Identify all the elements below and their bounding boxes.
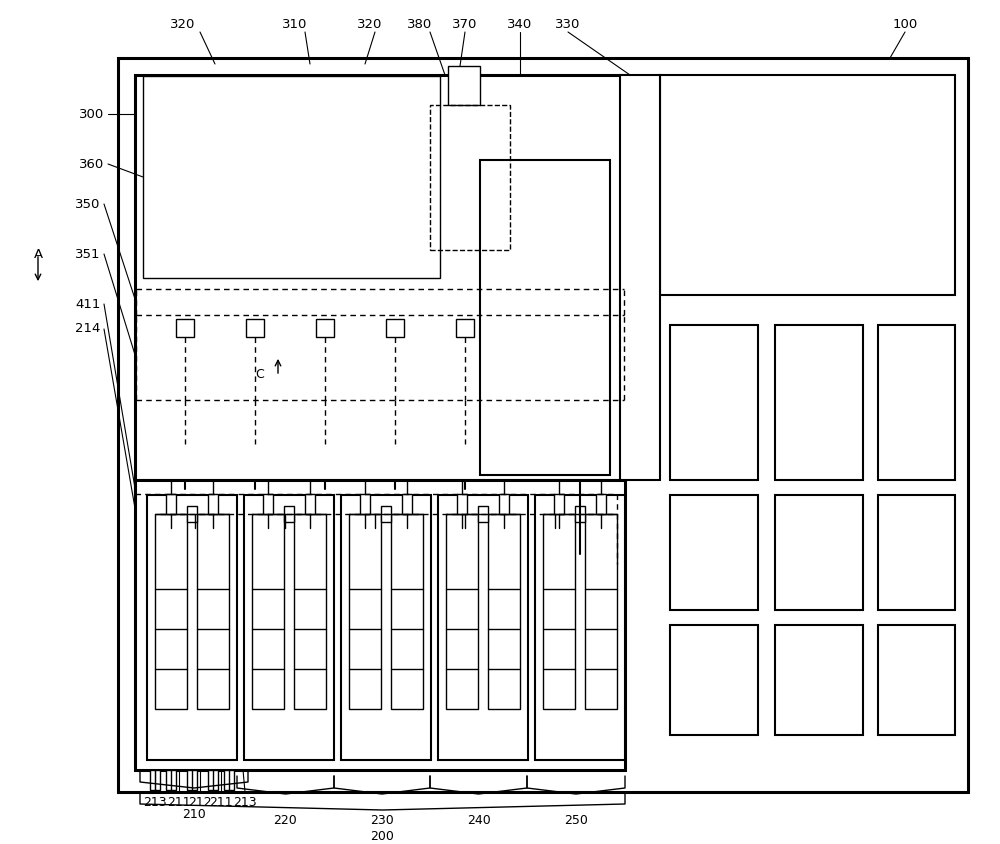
Text: 370: 370 <box>452 18 478 30</box>
Bar <box>246 319 264 337</box>
Bar <box>300 90 433 265</box>
Bar <box>488 514 520 709</box>
Bar <box>294 514 326 709</box>
Bar <box>263 494 273 514</box>
Bar <box>878 495 955 610</box>
Bar <box>448 66 480 105</box>
Bar <box>208 494 218 514</box>
Bar <box>155 514 187 709</box>
Bar <box>554 494 564 514</box>
Text: 330: 330 <box>555 18 581 30</box>
Bar <box>775 325 863 480</box>
Bar <box>438 495 528 760</box>
Bar <box>166 770 176 790</box>
Bar <box>596 494 606 514</box>
Bar <box>620 75 660 480</box>
Bar <box>670 625 758 735</box>
Bar <box>166 494 176 514</box>
Bar <box>187 770 197 790</box>
Bar <box>349 514 381 709</box>
Bar <box>360 494 370 514</box>
Text: 250: 250 <box>564 814 588 826</box>
Text: 300: 300 <box>79 107 105 121</box>
Text: 220: 220 <box>274 814 297 826</box>
Bar <box>499 494 509 514</box>
Text: 351: 351 <box>75 247 101 261</box>
Bar <box>143 76 440 278</box>
Bar <box>208 770 218 790</box>
Text: 213: 213 <box>143 796 167 809</box>
Bar <box>276 528 294 550</box>
Text: 212: 212 <box>188 796 212 809</box>
Bar <box>456 528 474 550</box>
Bar <box>152 90 285 265</box>
Bar <box>284 506 294 522</box>
Bar <box>252 514 284 709</box>
Bar <box>244 495 334 760</box>
Text: 320: 320 <box>357 18 383 30</box>
Bar <box>197 514 229 709</box>
Bar <box>543 514 575 709</box>
Text: C: C <box>256 367 264 381</box>
Text: 210: 210 <box>182 808 206 820</box>
Bar <box>341 495 431 760</box>
Bar <box>402 494 412 514</box>
Text: 380: 380 <box>407 18 433 30</box>
Bar <box>660 75 955 295</box>
Text: 360: 360 <box>79 158 105 170</box>
Bar <box>316 319 334 337</box>
Bar <box>386 319 404 337</box>
Text: 100: 100 <box>892 18 918 30</box>
Bar <box>381 506 391 522</box>
Bar <box>391 514 423 709</box>
Bar <box>150 770 160 790</box>
Bar <box>135 75 625 480</box>
Bar <box>366 528 384 550</box>
Text: 310: 310 <box>282 18 308 30</box>
Bar <box>118 58 968 792</box>
Bar <box>585 514 617 709</box>
Bar <box>305 494 315 514</box>
Text: 350: 350 <box>75 197 101 210</box>
Bar <box>446 514 478 709</box>
Bar <box>670 325 758 480</box>
Text: 211: 211 <box>167 796 191 809</box>
Text: A: A <box>33 247 43 261</box>
Bar <box>430 105 510 250</box>
Bar <box>878 325 955 480</box>
Bar <box>546 528 564 550</box>
Bar <box>575 506 585 522</box>
Text: 340: 340 <box>507 18 533 30</box>
Bar <box>480 160 610 475</box>
Bar <box>878 625 955 735</box>
Bar <box>147 495 237 760</box>
Bar <box>135 480 625 770</box>
Bar <box>775 495 863 610</box>
Bar <box>478 506 488 522</box>
Text: 211: 211 <box>209 796 233 809</box>
Bar <box>186 528 204 550</box>
Bar <box>187 506 197 522</box>
Text: 213: 213 <box>233 796 257 809</box>
Bar <box>456 319 474 337</box>
Bar <box>670 495 758 610</box>
Text: 240: 240 <box>467 814 490 826</box>
Text: 200: 200 <box>371 830 394 842</box>
Bar <box>176 319 194 337</box>
Bar <box>224 770 234 790</box>
Text: 320: 320 <box>170 18 196 30</box>
Text: 230: 230 <box>370 814 394 826</box>
Bar <box>775 625 863 735</box>
Text: 214: 214 <box>75 322 101 336</box>
Bar <box>535 495 625 760</box>
Text: 411: 411 <box>75 297 101 311</box>
Bar <box>457 494 467 514</box>
